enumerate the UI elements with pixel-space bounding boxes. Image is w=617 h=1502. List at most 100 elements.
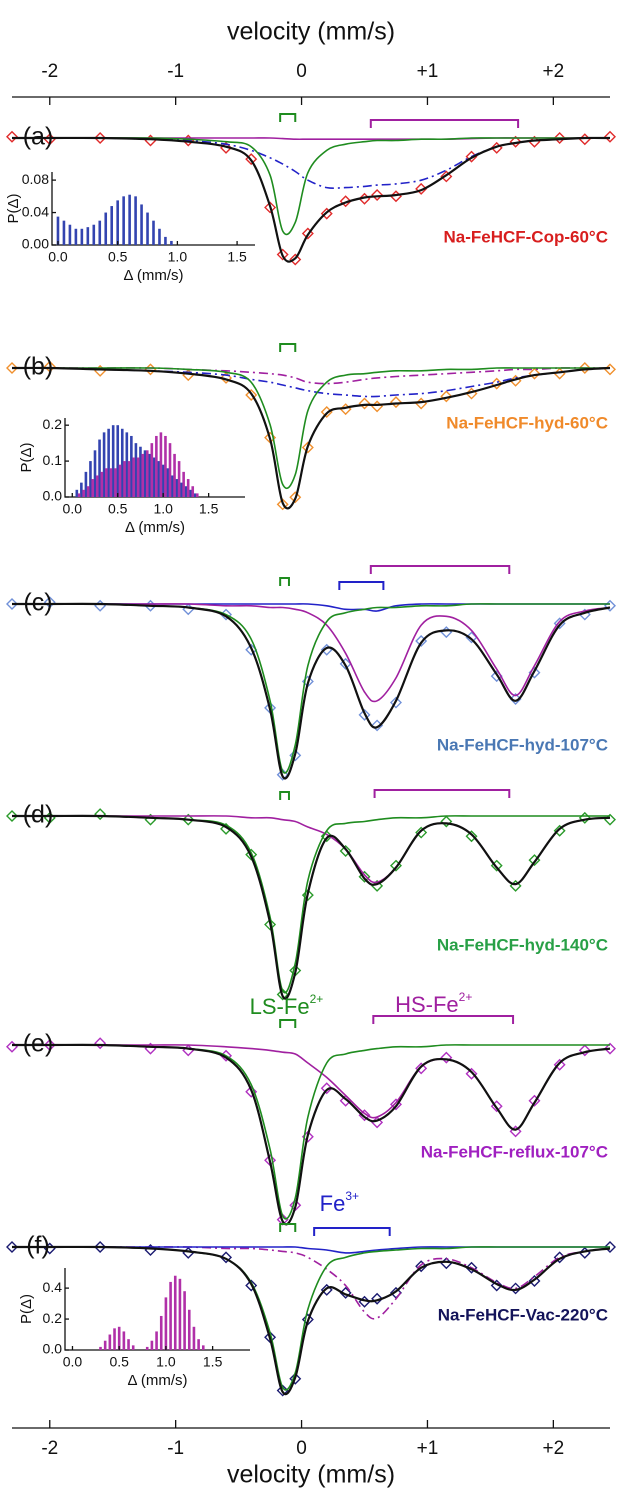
histogram-bar: [152, 457, 156, 497]
bracket: [279, 343, 297, 352]
data-point: [371, 189, 384, 202]
inset-y-title: P(Δ): [18, 442, 35, 472]
histogram-bar: [184, 486, 188, 497]
histogram-bar: [125, 432, 129, 497]
histogram-bar: [86, 486, 90, 497]
histogram-bar: [82, 489, 85, 497]
histogram-bar: [122, 196, 125, 245]
data-point: [276, 1384, 289, 1397]
fit-curve: [12, 136, 611, 263]
histogram-bar: [158, 228, 161, 245]
data-point: [6, 598, 18, 610]
data-point: [43, 596, 56, 609]
histogram-bar: [74, 228, 78, 245]
data-point: [94, 1037, 107, 1050]
data-point: [301, 441, 314, 454]
fit-curve: [12, 1245, 611, 1396]
histogram-bar: [89, 461, 92, 497]
data-point: [320, 207, 333, 220]
panel-label: (b): [23, 353, 54, 381]
data-point: [440, 390, 453, 403]
histogram-bar: [77, 493, 81, 497]
data-point: [509, 1282, 522, 1295]
x-tick-label: +2: [543, 61, 565, 82]
histogram-bar: [110, 206, 114, 245]
x-tick-label: -2: [41, 1438, 58, 1459]
histogram-bar: [140, 204, 143, 245]
annotation-superscript: 2+: [310, 992, 324, 1006]
histogram-bar: [187, 1309, 191, 1350]
annotation-text: LS-Fe: [250, 994, 310, 1019]
histogram-bar: [113, 1328, 116, 1350]
annotation-superscript: 2+: [459, 990, 473, 1004]
histogram-bar: [102, 432, 106, 497]
data-point: [320, 1082, 333, 1095]
bracket: [372, 1015, 515, 1024]
bracket: [279, 791, 290, 800]
data-point: [6, 130, 18, 143]
data-point: [94, 1241, 107, 1253]
data-point: [358, 708, 371, 721]
histogram-bar: [177, 461, 181, 497]
histogram-bar: [182, 471, 185, 497]
histogram-bar: [157, 461, 160, 497]
histogram-bar: [109, 468, 113, 497]
data-point: [245, 848, 258, 861]
data-point: [245, 1085, 258, 1098]
data-point: [465, 830, 478, 843]
data-point: [245, 1279, 258, 1292]
histogram-bar: [92, 224, 96, 245]
inset-y-tick-label: 0.0: [43, 488, 63, 504]
data-point: [604, 1241, 616, 1253]
histogram-bar: [166, 468, 170, 497]
histogram-bar: [114, 468, 117, 497]
data-point: [339, 1286, 352, 1299]
data-point: [94, 132, 107, 144]
dashdot-curve: [11, 367, 611, 398]
histogram-bar: [130, 435, 133, 497]
histogram-bar: [98, 220, 102, 245]
data-point: [440, 1051, 453, 1064]
inset-x-tick-label: 1.5: [199, 501, 219, 517]
histogram-bar: [132, 457, 135, 497]
sample-label: Na-FeHCF-reflux-107°C: [421, 1142, 608, 1161]
histogram-bar: [186, 479, 190, 497]
histogram-bar: [145, 450, 149, 497]
histogram-bar: [191, 486, 195, 497]
histogram-bar: [91, 479, 95, 497]
fit-curve: [12, 603, 611, 703]
histogram-bar: [164, 236, 167, 245]
histogram-bar: [93, 450, 97, 497]
inset-y-title: P(Δ): [5, 193, 22, 223]
histogram-bar: [201, 1345, 205, 1350]
histogram-bar: [169, 1281, 172, 1350]
histogram-bar: [195, 493, 199, 497]
annotation: LS-Fe2+: [250, 992, 324, 1019]
sample-label: Na-FeHCF-hyd-140°C: [437, 935, 608, 954]
x-tick-label: +1: [417, 1438, 439, 1459]
histogram-bar: [164, 435, 167, 497]
histogram-bar: [80, 228, 84, 245]
data-point: [289, 253, 302, 266]
inset-y-tick-label: 0.08: [22, 171, 49, 187]
data-point: [220, 1251, 233, 1264]
sample-label: Na-FeHCF-Vac-220°C: [438, 1305, 608, 1324]
histogram-bar: [116, 200, 119, 245]
data-point: [245, 388, 258, 401]
data-point: [604, 130, 616, 143]
data-point: [276, 498, 289, 511]
x-tick-label: 0: [296, 61, 307, 82]
inset-x-tick-label: 0.5: [108, 249, 128, 265]
bracket: [369, 565, 511, 574]
histogram-bar: [75, 489, 79, 497]
histogram-bar: [99, 1346, 102, 1350]
inset-x-tick-label: 1.5: [203, 1354, 223, 1370]
data-point: [289, 1372, 302, 1385]
inset-y-tick-label: 0.0: [43, 1341, 63, 1357]
data-point: [289, 749, 302, 762]
inset-x-tick-label: 0.0: [63, 501, 83, 517]
histogram-bar: [148, 453, 151, 497]
data-point: [43, 1039, 56, 1051]
data-point: [6, 810, 18, 822]
